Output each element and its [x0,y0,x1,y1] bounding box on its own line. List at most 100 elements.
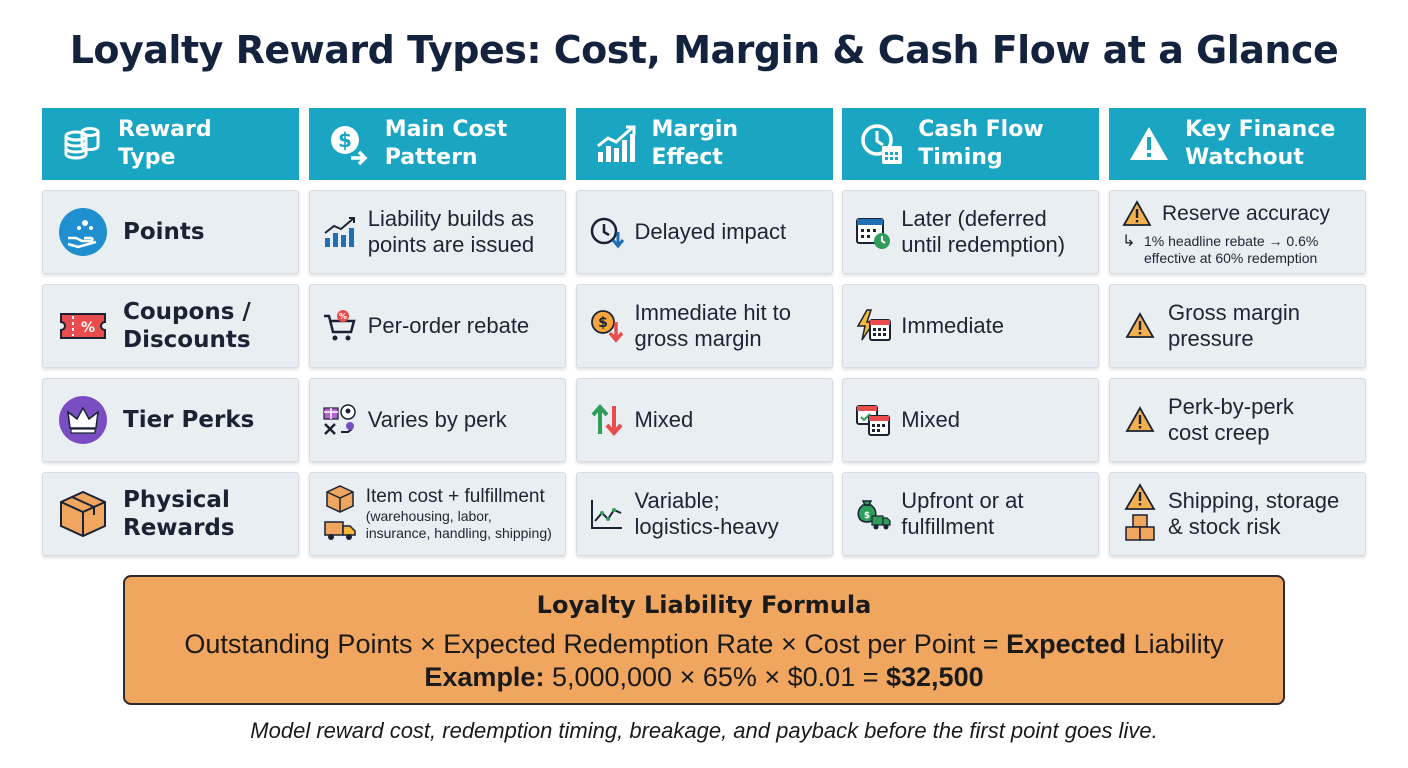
row-physical-margin: Variable; logistics-heavy [575,472,833,556]
cell-text: cost creep [1168,420,1270,445]
row-tier-perks-watchout: Perk-by-perk cost creep [1109,378,1366,462]
row-tier-perks-margin: Mixed [575,378,833,462]
cell-text: & stock risk [1168,514,1281,539]
row-coupons-cash: Immediate [842,284,1100,368]
cell-text: Shipping, storage [1168,488,1340,513]
bar-chart-icon [594,122,638,166]
cell-text: Delayed impact [634,219,787,244]
row-physical-type: Physical Rewards [42,472,299,556]
formula-line: Outstanding Points × Expected Redemption… [125,629,1283,660]
header-label: Margin [651,117,739,142]
example-result: $32,500 [886,662,984,692]
money-bag-truck-icon: $ [855,496,891,532]
example-label: Example: [424,662,545,692]
cell-text: Upfront or at [901,488,1024,513]
clock-calendar-icon [860,122,904,166]
perks-cluster-icon [322,402,358,438]
dollar-arrow-icon: $ [327,122,371,166]
header-label: Main Cost [384,117,508,142]
cell-text: Per-order rebate [367,313,530,338]
cell-text: points are issued [367,232,535,257]
crown-icon [57,394,109,446]
row-coupons-watchout: Gross margin pressure [1109,284,1366,368]
header-label: Pattern [384,145,478,170]
calendar-clock-icon [855,214,891,250]
svg-text:%: % [339,312,347,321]
cell-text: Later (deferred [901,206,1047,231]
header-label: Timing [918,145,1003,170]
formula-title: Loyalty Liability Formula [536,591,872,619]
cell-text: Perk-by-perk [1168,394,1294,419]
liability-formula-box: Loyalty Liability Formula Outstanding Po… [123,575,1285,705]
row-tier-perks-type: Tier Perks [42,378,299,462]
clock-down-icon [589,214,625,250]
lightning-calendar-icon [855,308,892,344]
cell-text: Variable; [634,488,720,513]
row-points-cash: Later (deferred until redemption) [842,190,1100,274]
row-physical-watchout: Shipping, storage & stock risk [1109,472,1366,556]
formula-example: Example: 5,000,000 × 65% × $0.01 = $32,5… [125,662,1283,693]
cell-text: Immediate [901,313,1004,338]
return-arrow-icon: ↳ [1122,233,1136,250]
svg-text:$: $ [598,315,608,331]
calendars-icon [855,402,891,438]
cell-text: Varies by perk [367,407,507,432]
header-margin-effect: Margin Effect [575,108,833,180]
caution-boxes-icon [1122,483,1158,545]
hand-points-icon [57,206,109,258]
svg-text:%: % [81,320,95,336]
cell-text: Immediate hit to [634,300,792,325]
reward-type-label: Rewards [123,515,235,541]
caution-icon [1122,308,1158,344]
page-title: Loyalty Reward Types: Cost, Margin & Cas… [69,28,1339,72]
header-label: Watchout [1185,145,1304,170]
header-main-cost-pattern: $ Main Cost Pattern [308,108,566,180]
cell-text: logistics-heavy [634,514,779,539]
cell-text: Gross margin [1168,300,1301,325]
header-label: Cash Flow [918,117,1044,142]
row-coupons-type: % Coupons / Discounts [42,284,299,368]
reward-type-label: Tier Perks [123,407,255,433]
cell-note: insurance, handling, shipping) [365,525,552,541]
cell-text: fulfillment [901,514,995,539]
header-label: Effect [651,145,723,170]
cell-text: pressure [1168,326,1254,351]
cell-text: Reserve accuracy [1162,202,1331,225]
cell-text: Mixed [901,407,960,432]
row-tier-perks-cash: Mixed [842,378,1100,462]
svg-text:$: $ [338,128,352,152]
row-points-cost: Liability builds as points are issued [308,190,566,274]
row-points-type: Points [42,190,299,274]
cart-discount-icon: % [322,308,358,344]
cell-note: (warehousing, labor, [365,508,492,524]
header-cash-flow-timing: Cash Flow Timing [842,108,1100,180]
row-physical-cash: $ Upfront or at fulfillment [842,472,1100,556]
dollar-down-icon: $ [589,308,625,344]
cell-text: until redemption) [901,232,1066,257]
up-down-arrows-icon [589,402,625,438]
cell-note: effective at 60% redemption [1144,250,1318,266]
reward-type-label: Discounts [123,327,251,353]
box-icon [57,488,109,540]
box-truck-icon [322,484,358,544]
reward-type-label: Coupons / [123,299,251,325]
cell-text: Item cost + fulfillment [365,486,545,507]
header-key-finance-watchout: Key Finance Watchout [1109,108,1366,180]
formula-text: Liability [1126,629,1224,659]
header-label: Key Finance [1185,117,1336,142]
cell-note: 1% headline rebate → 0.6% [1144,233,1319,249]
warning-icon [1127,122,1171,166]
header-reward-type: Reward Type [42,108,299,180]
cell-text: gross margin [634,326,762,351]
line-chart-icon [589,496,625,532]
row-points-watchout: Reserve accuracy ↳ 1% headline rebate → … [1109,190,1366,274]
formula-bold-text: Expected [1006,629,1127,659]
coins-icon [60,122,104,166]
reward-type-label: Points [123,219,205,245]
cell-text: Liability builds as [367,206,535,231]
row-points-margin: Delayed impact [575,190,833,274]
formula-text: Outstanding Points × Expected Redemption… [184,629,1007,659]
cell-text: Mixed [634,407,694,432]
row-physical-cost: Item cost + fulfillment (warehousing, la… [308,472,566,556]
row-coupons-cost: % Per-order rebate [308,284,566,368]
